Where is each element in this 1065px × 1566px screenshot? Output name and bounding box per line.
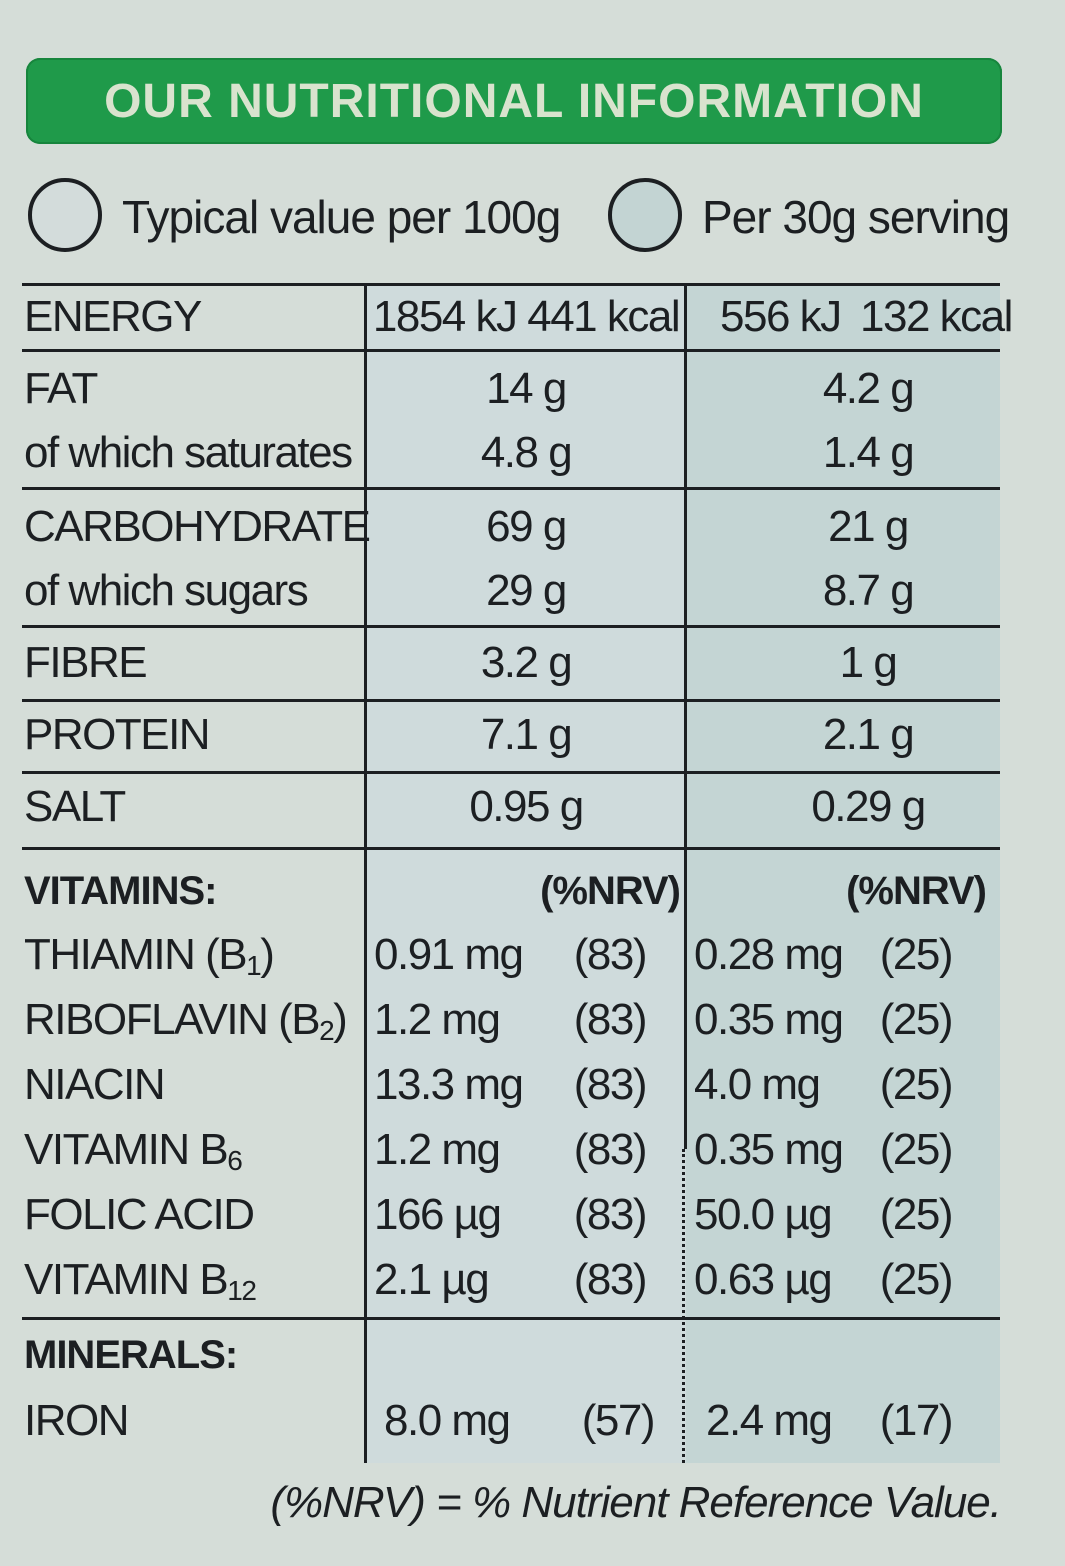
vitamin-nrv-per-100g: (83) [573,1190,648,1239]
protein-label: PROTEIN [24,710,211,759]
vitamin-amount-per-100g: 2.1 µg [374,1255,490,1304]
iron-amount-per-100g: 8.0 mg [384,1396,511,1445]
page-title: OUR NUTRITIONAL INFORMATION [104,75,924,128]
rule [22,487,1000,490]
minerals-heading: MINERALS: [24,1333,238,1377]
vitamin-nrv-per-100g: (83) [573,1060,648,1109]
fat-per-100g: 14 g [486,364,567,413]
column-divider [684,283,687,1149]
rule [22,699,1000,702]
vitamin-nrv-per-serving: (25) [879,1125,954,1174]
vitamin-name: NIACIN [24,1060,166,1109]
salt-label: SALT [24,782,126,831]
saturates-per-100g: 4.8 g [480,428,573,477]
vitamin-amount-per-100g: 13.3 mg [374,1060,524,1109]
rule [22,1317,1000,1320]
nrv-header-per-serving: (%NRV) [846,869,987,913]
sugars-per-100g: 29 g [486,566,567,615]
column-divider-dotted [682,1149,685,1463]
rule [22,283,1000,286]
vitamin-nrv-per-100g: (83) [573,1125,648,1174]
iron-nrv-per-serving: (17) [879,1396,954,1445]
rule [22,847,1000,850]
legend-per-serving-label: Per 30g serving [702,191,1010,243]
vitamins-heading: VITAMINS: [24,869,217,913]
vitamin-nrv-per-serving: (25) [879,995,954,1044]
fat-per-serving: 4.2 g [822,364,915,413]
nutrition-table: ENERGY 1854 kJ 441 kcal 556 kJ 132 kcal … [22,283,1013,1463]
saturates-per-serving: 1.4 g [822,428,915,477]
vitamin-amount-per-serving: 0.35 mg [694,995,844,1044]
fibre-per-serving: 1 g [839,638,898,687]
carbohydrate-label: CARBOHYDRATE [24,502,371,551]
vitamin-amount-per-100g: 1.2 mg [374,995,501,1044]
vitamin-name: VITAMIN B6 [24,1125,243,1176]
sugars-per-serving: 8.7 g [822,566,915,615]
fibre-per-100g: 3.2 g [480,638,573,687]
rule [22,625,1000,628]
per-100g-column-bg [366,283,686,1463]
protein-per-100g: 7.1 g [480,710,573,759]
vitamin-amount-per-100g: 0.91 mg [374,930,524,979]
vitamin-nrv-per-serving: (25) [879,1060,954,1109]
carbohydrate-per-100g: 69 g [486,502,567,551]
vitamin-amount-per-serving: 0.63 µg [694,1255,833,1304]
iron-label: IRON [24,1396,130,1445]
rule [22,771,1000,774]
energy-per-serving-kj: 556 kJ [720,292,842,341]
saturates-label: of which saturates [24,428,353,477]
protein-per-serving: 2.1 g [822,710,915,759]
salt-per-100g: 0.95 g [469,782,584,831]
vitamin-name: FOLIC ACID [24,1190,255,1239]
per-100g-circle-icon [28,178,102,252]
sugars-label: of which sugars [24,566,309,615]
vitamin-amount-per-serving: 0.28 mg [694,930,844,979]
vitamin-amount-per-100g: 166 µg [374,1190,502,1239]
vitamin-name: THIAMIN (B1) [24,930,275,981]
energy-per-100g: 1854 kJ 441 kcal [372,292,681,341]
vitamin-amount-per-serving: 0.35 mg [694,1125,844,1174]
nrv-header-per-100g: (%NRV) [540,869,681,913]
vitamin-nrv-per-100g: (83) [573,995,648,1044]
fibre-label: FIBRE [24,638,148,687]
title-banner: OUR NUTRITIONAL INFORMATION [26,58,1002,144]
vitamin-name: RIBOFLAVIN (B2) [24,995,348,1046]
vitamin-amount-per-100g: 1.2 mg [374,1125,501,1174]
iron-amount-per-serving: 2.4 mg [706,1396,833,1445]
energy-label: ENERGY [24,292,202,341]
per-serving-circle-icon [608,178,682,252]
carbohydrate-per-serving: 21 g [828,502,909,551]
vitamin-name: VITAMIN B12 [24,1255,257,1306]
vitamin-nrv-per-serving: (25) [879,1255,954,1304]
vitamin-nrv-per-serving: (25) [879,930,954,979]
column-divider [364,283,367,1463]
vitamin-nrv-per-serving: (25) [879,1190,954,1239]
per-serving-column-bg [686,283,1000,1463]
vitamin-amount-per-serving: 4.0 mg [694,1060,821,1109]
nrv-footnote: (%NRV) = % Nutrient Reference Value. [270,1478,1002,1527]
energy-per-serving-kcal: 132 kcal [860,292,1013,341]
vitamin-nrv-per-100g: (83) [573,1255,648,1304]
vitamin-nrv-per-100g: (83) [573,930,648,979]
fat-label: FAT [24,364,98,413]
rule [22,349,1000,352]
legend-per-100g-label: Typical value per 100g [122,191,561,243]
vitamin-amount-per-serving: 50.0 µg [694,1190,833,1239]
iron-nrv-per-100g: (57) [581,1396,656,1445]
salt-per-serving: 0.29 g [811,782,926,831]
